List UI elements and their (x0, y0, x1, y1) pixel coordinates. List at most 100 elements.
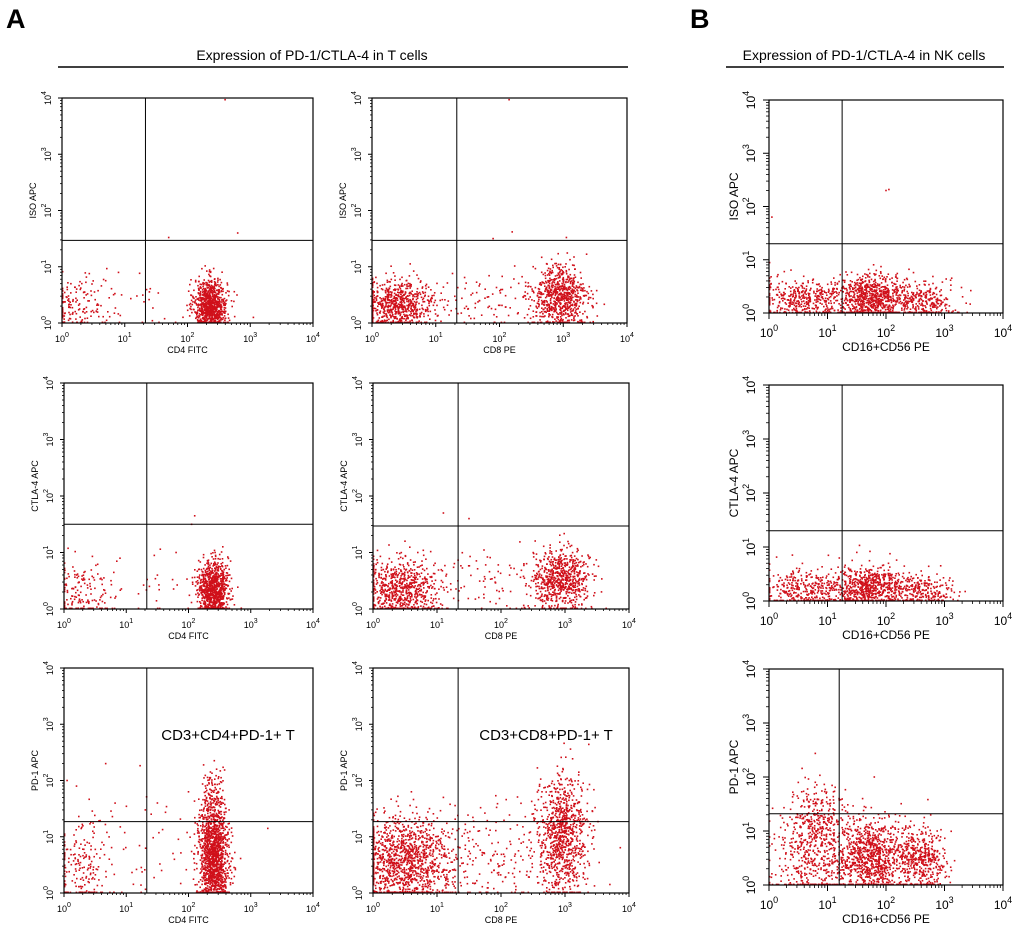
data-point (85, 276, 88, 278)
data-point (208, 602, 211, 604)
data-point (544, 296, 547, 299)
data-point (211, 317, 213, 319)
data-point (224, 319, 226, 321)
data-point (208, 315, 211, 318)
data-point (208, 289, 210, 292)
data-point (406, 597, 409, 600)
data-point (219, 590, 221, 593)
data-point (209, 311, 212, 313)
data-point (216, 606, 219, 608)
data-point (207, 284, 210, 287)
data-point (576, 296, 578, 298)
data-point (97, 573, 99, 575)
data-point (421, 307, 424, 310)
data-point (205, 313, 207, 315)
data-point (99, 596, 102, 599)
data-point (575, 311, 577, 314)
data-point (81, 578, 83, 580)
data-point (220, 569, 223, 572)
data-point (547, 291, 550, 294)
data-point (203, 580, 205, 583)
data-point (211, 607, 213, 610)
data-point (213, 310, 215, 313)
data-point (93, 311, 95, 314)
data-point (388, 299, 390, 301)
data-point (381, 316, 383, 318)
data-point (383, 298, 385, 300)
data-point (467, 307, 470, 310)
data-point (593, 579, 595, 581)
data-point (88, 600, 90, 603)
data-point (375, 563, 377, 566)
data-point (573, 286, 575, 288)
data-point (558, 283, 560, 286)
data-point (222, 300, 225, 303)
data-point (541, 303, 543, 305)
data-point (68, 311, 70, 314)
data-point (211, 582, 213, 584)
data-point (568, 286, 571, 288)
data-point (394, 579, 397, 581)
data-point (573, 555, 576, 557)
data-point (548, 292, 550, 295)
data-point (555, 599, 558, 601)
data-point (379, 301, 381, 303)
data-point (216, 563, 218, 566)
data-point (219, 592, 221, 595)
data-point (478, 299, 481, 302)
data-point (393, 303, 395, 306)
data-point (379, 555, 382, 558)
data-point (471, 292, 474, 295)
data-point (221, 314, 223, 316)
data-point (151, 319, 154, 322)
data-point (383, 283, 386, 286)
data-point (559, 303, 562, 306)
data-point (213, 586, 216, 588)
data-point (415, 316, 418, 318)
data-point (379, 297, 381, 299)
data-point (580, 320, 583, 322)
data-point (430, 601, 432, 604)
data-point (425, 283, 428, 286)
data-point (209, 575, 211, 577)
data-point (545, 280, 547, 283)
data-point (376, 286, 379, 289)
data-point (403, 603, 406, 605)
data-point (383, 577, 386, 580)
data-point (194, 585, 197, 587)
data-point (194, 311, 197, 314)
data-point (69, 301, 71, 303)
data-point (565, 269, 568, 272)
data-point (203, 315, 206, 317)
data-point (417, 277, 420, 280)
data-point (394, 566, 396, 568)
data-point (215, 571, 218, 574)
data-point (541, 293, 543, 296)
data-point (85, 594, 87, 596)
data-point (550, 305, 553, 308)
data-point (410, 579, 413, 581)
data-point (398, 585, 401, 587)
data-point (410, 299, 412, 302)
data-point (384, 570, 386, 573)
data-point (561, 311, 563, 313)
data-point (544, 277, 547, 280)
data-point (414, 307, 416, 310)
data-point (537, 597, 539, 600)
data-point (403, 577, 405, 580)
data-point (202, 595, 205, 598)
data-point (416, 291, 418, 293)
data-point (592, 305, 594, 308)
data-point (214, 563, 217, 566)
data-point (541, 606, 544, 608)
data-point (568, 314, 571, 317)
data-point (381, 288, 384, 291)
data-point (199, 287, 202, 289)
data-point (217, 293, 220, 295)
data-point (221, 598, 223, 600)
data-point (414, 295, 416, 298)
data-point (473, 317, 476, 320)
data-point (540, 291, 543, 294)
data-point (202, 290, 205, 293)
